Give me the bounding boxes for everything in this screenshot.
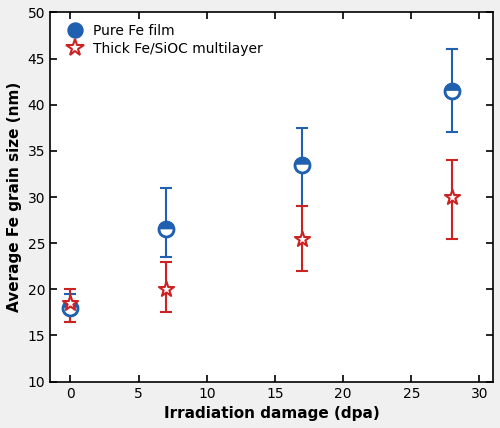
- Point: [298, 235, 306, 242]
- Point: [448, 87, 456, 94]
- Point: [66, 300, 74, 306]
- Point: [162, 226, 170, 233]
- X-axis label: Irradiation damage (dpa): Irradiation damage (dpa): [164, 406, 380, 421]
- Legend: Pure Fe film, Thick Fe/SiOC multilayer: Pure Fe film, Thick Fe/SiOC multilayer: [57, 19, 267, 60]
- Point: [298, 161, 306, 168]
- Point: [162, 226, 170, 233]
- Point: [298, 161, 306, 168]
- Point: [162, 286, 170, 293]
- Y-axis label: Average Fe grain size (nm): Average Fe grain size (nm): [7, 82, 22, 312]
- Point: [66, 304, 74, 311]
- Point: [448, 87, 456, 94]
- Point: [448, 193, 456, 200]
- Point: [66, 304, 74, 311]
